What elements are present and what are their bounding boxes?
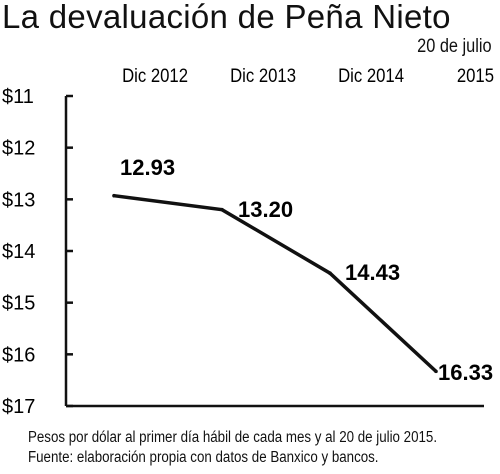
data-label: 14.43 xyxy=(345,260,400,285)
x-tick-label: Dic 2013 xyxy=(230,65,296,86)
data-label: 12.93 xyxy=(120,155,175,180)
y-tick-label: $13 xyxy=(2,189,35,211)
y-tick-label: $17 xyxy=(2,396,35,418)
y-tick-label: $12 xyxy=(2,138,35,160)
data-point xyxy=(434,369,438,374)
x-tick-label: Dic 2014 xyxy=(338,65,404,86)
note-source: Fuente: elaboración propia con datos de … xyxy=(28,449,379,466)
source-notes: Pesos por dólar al primer día hábil de c… xyxy=(28,428,437,468)
note-pesos: Pesos por dólar al primer día hábil de c… xyxy=(28,429,438,446)
chart-title: La devaluación de Peña Nieto xyxy=(2,0,451,35)
series-line xyxy=(113,193,438,373)
data-label: 16.33 xyxy=(438,360,493,385)
data-point xyxy=(220,207,224,212)
y-tick-label: $11 xyxy=(2,86,34,108)
x-tick-label: 2015 xyxy=(457,65,494,86)
data-point xyxy=(112,193,116,198)
data-point xyxy=(328,271,332,276)
y-tick-label: $16 xyxy=(2,344,35,366)
date-note: 20 de julio xyxy=(417,36,492,57)
x-tick-label: Dic 2012 xyxy=(122,65,188,86)
y-tick-label: $15 xyxy=(2,293,35,315)
data-label: 13.20 xyxy=(238,197,293,222)
y-tick-label: $14 xyxy=(2,241,35,263)
